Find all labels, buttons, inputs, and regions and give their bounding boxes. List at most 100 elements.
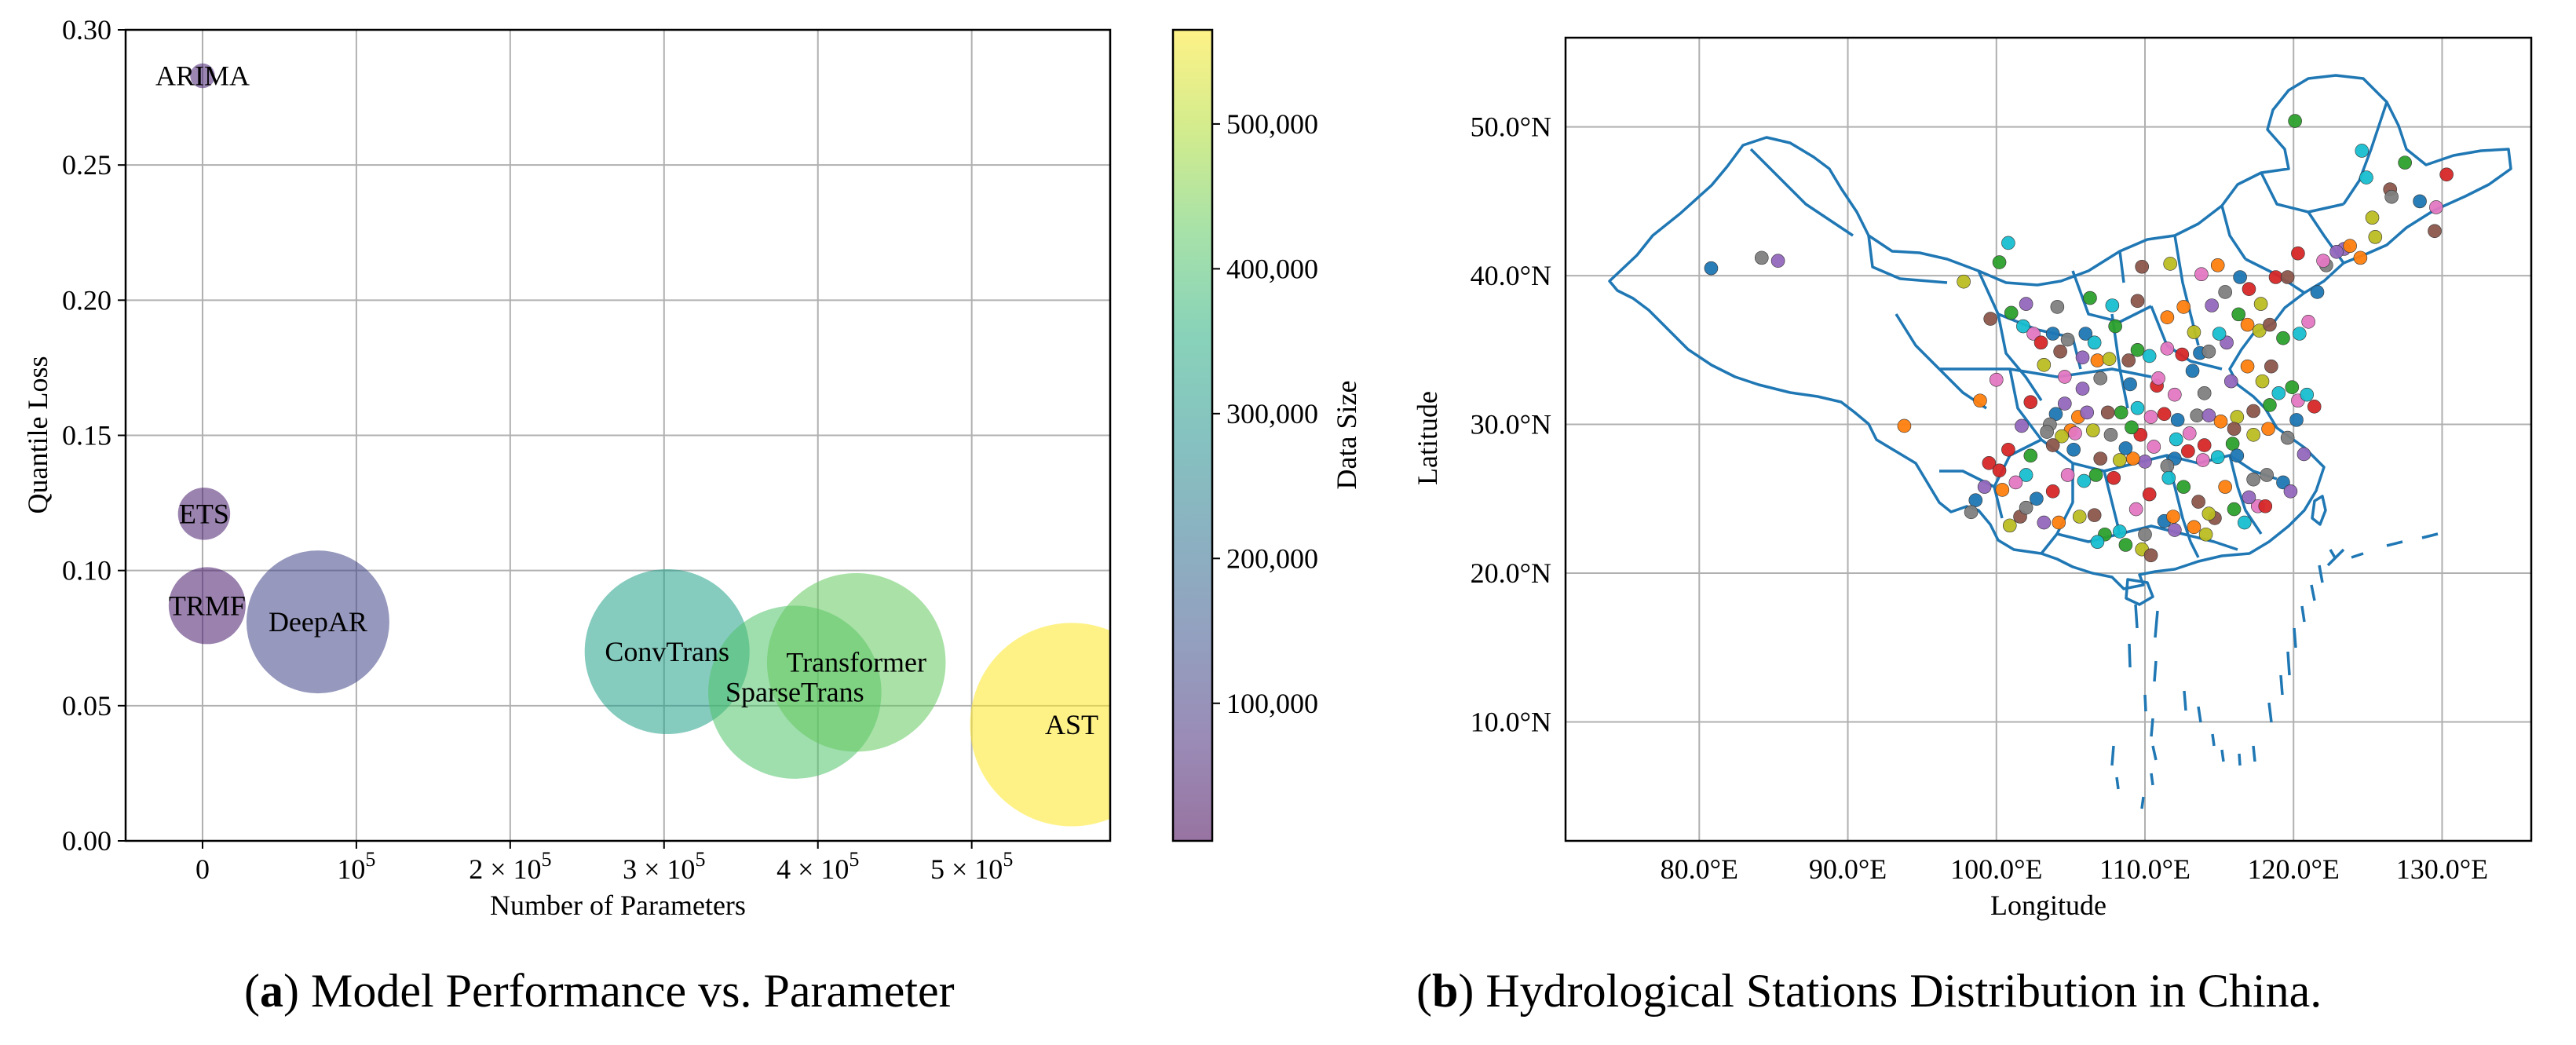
- panel-b-y-tick-label: 10.0°N: [1471, 706, 1551, 737]
- colorbar-gradient: [1173, 30, 1212, 841]
- station-marker: [2263, 317, 2277, 332]
- station-markers: [1704, 114, 2454, 563]
- station-marker: [2230, 448, 2245, 463]
- station-marker: [2210, 258, 2225, 272]
- station-marker: [2068, 426, 2082, 440]
- station-marker: [1968, 493, 1983, 507]
- station-marker: [2019, 297, 2033, 311]
- station-marker: [2147, 440, 2161, 454]
- station-marker: [2114, 405, 2128, 420]
- caption-a-text: Model Performance vs. Parameter: [310, 965, 955, 1017]
- station-marker: [2001, 236, 2015, 250]
- station-marker: [2133, 428, 2148, 442]
- bubble-label-sparsetrans: SparseTrans: [725, 677, 864, 708]
- station-marker: [2163, 257, 2177, 271]
- caption-a-letter: a: [259, 965, 283, 1017]
- station-marker: [2293, 327, 2307, 341]
- panel-b-x-tick-label: 100.0°E: [1950, 853, 2042, 885]
- station-marker: [2045, 484, 2060, 499]
- station-marker: [2263, 398, 2277, 412]
- panel-b-y-tick-label: 40.0°N: [1471, 260, 1551, 291]
- station-marker: [2105, 298, 2120, 312]
- colorbar-tick-label: 300,000: [1226, 398, 1318, 429]
- station-marker: [2033, 335, 2048, 350]
- station-marker: [2078, 327, 2093, 341]
- colorbar-tick-label: 500,000: [1226, 108, 1318, 140]
- station-marker: [2223, 374, 2238, 389]
- station-marker: [2175, 347, 2190, 362]
- station-marker: [2160, 459, 2175, 473]
- panel-b-map-area: [1608, 74, 2512, 809]
- station-marker: [2190, 408, 2205, 422]
- station-marker: [1973, 393, 1987, 408]
- station-marker: [2201, 408, 2216, 422]
- station-marker: [2157, 407, 2172, 422]
- station-marker: [2225, 437, 2240, 451]
- station-marker: [2130, 294, 2145, 309]
- station-marker: [2280, 430, 2295, 445]
- panel-a-y-tick-label: 0.30: [62, 14, 111, 46]
- station-marker: [2170, 413, 2185, 427]
- station-marker: [2118, 441, 2133, 455]
- station-marker: [2138, 455, 2152, 469]
- station-marker: [2135, 259, 2150, 274]
- station-marker: [2023, 395, 2038, 409]
- panel-a-x-tick-label: 5 × 105: [930, 848, 1013, 885]
- station-marker: [1995, 483, 2010, 497]
- station-marker: [2252, 323, 2267, 338]
- panel-b-y-ticks: 10.0°N 20.0°N 30.0°N 40.0°N 50.0°N: [1471, 111, 1551, 738]
- station-marker: [2085, 423, 2100, 437]
- station-marker: [2233, 270, 2247, 284]
- station-marker: [2310, 285, 2325, 299]
- station-marker: [2118, 538, 2133, 552]
- station-marker: [2176, 480, 2191, 494]
- panel-b-x-tick-label: 110.0°E: [2099, 853, 2191, 885]
- station-marker: [2353, 250, 2368, 265]
- station-marker: [2246, 472, 2260, 487]
- panel-b-station-map: 80.0°E 90.0°E 100.0°E 110.0°E 120.0°E 130.0°E…: [1412, 36, 2533, 921]
- bubble-label-trmf: TRMF: [169, 590, 246, 621]
- colorbar-frame: [1171, 28, 1214, 842]
- panel-a-y-tick-label: 0.25: [62, 149, 111, 181]
- bubble-ets: [177, 488, 231, 540]
- station-marker: [2242, 282, 2256, 296]
- station-marker: [2227, 422, 2242, 437]
- station-marker: [2090, 535, 2105, 550]
- station-marker: [2280, 270, 2295, 284]
- bubble-label-transformer: Transformer: [786, 647, 926, 678]
- station-marker: [2283, 484, 2298, 499]
- station-marker: [2143, 548, 2158, 563]
- station-marker: [2161, 470, 2176, 485]
- station-marker: [2246, 428, 2260, 442]
- panel-b-gridlines: [1566, 38, 2531, 841]
- station-marker: [2003, 518, 2017, 533]
- station-marker: [2201, 506, 2216, 521]
- panel-a-x-axis-label: Number of Parameters: [490, 890, 746, 921]
- station-marker: [1897, 418, 1912, 433]
- panel-b-x-tick-label: 120.0°E: [2248, 853, 2340, 885]
- station-marker: [2121, 353, 2136, 367]
- station-marker: [2176, 300, 2191, 314]
- colorbar-label: Data Size: [1331, 381, 1362, 490]
- station-marker: [2240, 317, 2255, 332]
- panel-a-y-tick-label: 0.00: [62, 825, 111, 857]
- station-marker: [2276, 331, 2290, 345]
- station-marker: [2128, 502, 2143, 517]
- station-marker: [2106, 470, 2121, 485]
- station-marker: [2181, 444, 2195, 459]
- panel-b-x-tick-label: 130.0°E: [2396, 853, 2488, 885]
- panel-b-y-tick-label: 20.0°N: [1471, 557, 1551, 589]
- panel-a-bubble-labels: ARIMA ETS TRMF DeepAR ConvTrans SparseTransTr…: [155, 60, 1098, 740]
- station-marker: [2001, 442, 2015, 457]
- station-marker: [2008, 475, 2023, 490]
- province-lines-south: [1939, 470, 2238, 558]
- station-marker: [2113, 453, 2127, 467]
- station-marker: [2276, 475, 2290, 490]
- station-marker: [2169, 432, 2183, 447]
- station-marker: [1957, 274, 1971, 289]
- panel-b-y-axis-label: Latitude: [1412, 391, 1443, 485]
- panel-a-y-tick-label: 0.10: [62, 555, 111, 586]
- south-sea-islands: [2110, 532, 2439, 809]
- station-marker: [1964, 505, 1979, 520]
